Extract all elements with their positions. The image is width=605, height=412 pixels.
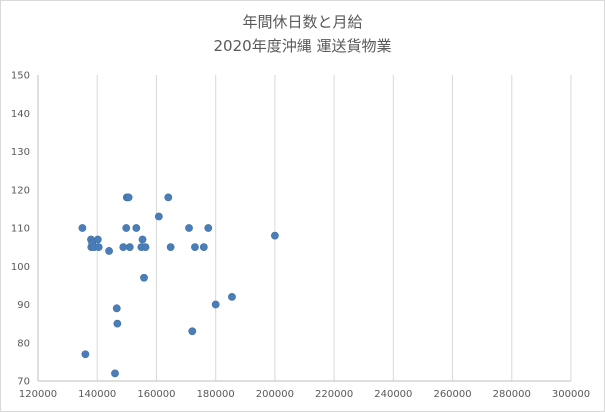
data-point bbox=[124, 193, 133, 202]
y-tick-label: 70 bbox=[17, 377, 30, 388]
data-point bbox=[141, 243, 150, 252]
y-tick-label: 90 bbox=[17, 300, 30, 311]
y-tick-label: 130 bbox=[11, 147, 30, 158]
data-point bbox=[94, 243, 103, 252]
x-tick-label: 280000 bbox=[493, 389, 531, 400]
y-tick-label: 100 bbox=[11, 262, 30, 273]
data-point bbox=[112, 304, 121, 313]
data-point bbox=[211, 300, 220, 309]
axes bbox=[37, 75, 571, 382]
data-points bbox=[78, 193, 279, 378]
x-tick-label: 300000 bbox=[552, 389, 590, 400]
x-tick-label: 140000 bbox=[78, 389, 116, 400]
data-point bbox=[204, 224, 213, 232]
data-point bbox=[166, 243, 175, 252]
y-tick-label: 150 bbox=[11, 71, 30, 82]
data-point bbox=[105, 247, 113, 255]
chart-title: 年間休日数と月給 bbox=[242, 13, 363, 31]
data-point bbox=[191, 243, 199, 252]
x-tick-label: 260000 bbox=[433, 389, 471, 400]
data-point bbox=[164, 193, 173, 202]
x-tick-label: 240000 bbox=[374, 389, 412, 400]
x-tick-label: 160000 bbox=[137, 389, 175, 400]
data-point bbox=[154, 212, 163, 221]
y-tick-label: 80 bbox=[17, 338, 30, 349]
data-point bbox=[122, 224, 131, 232]
y-tick-label: 140 bbox=[11, 109, 30, 120]
x-tick-label: 220000 bbox=[315, 389, 353, 400]
data-point bbox=[81, 350, 90, 359]
data-point bbox=[111, 369, 119, 378]
data-point bbox=[132, 224, 141, 232]
data-point bbox=[270, 231, 279, 240]
x-tick-label: 120000 bbox=[19, 389, 57, 400]
y-tick-labels: 70 80 90 100 110 120 130 140 150 bbox=[11, 71, 30, 388]
data-point bbox=[228, 292, 236, 301]
data-point bbox=[125, 243, 134, 252]
data-point bbox=[113, 319, 122, 328]
data-point bbox=[93, 235, 102, 244]
chart-subtitle: 2020年度沖縄 運送貨物業 bbox=[213, 37, 392, 55]
data-point bbox=[78, 224, 87, 232]
data-point bbox=[119, 243, 128, 252]
x-tick-label: 200000 bbox=[256, 389, 294, 400]
y-tick-label: 120 bbox=[11, 185, 30, 196]
data-point bbox=[188, 327, 197, 336]
data-point bbox=[185, 224, 193, 232]
gridlines bbox=[96, 75, 572, 381]
data-point bbox=[199, 243, 208, 252]
x-tick-label: 180000 bbox=[197, 389, 235, 400]
x-tick-labels: 120000 140000 160000 180000 200000 220000 2400… bbox=[19, 389, 590, 400]
y-tick-label: 110 bbox=[11, 224, 30, 235]
data-point bbox=[140, 273, 148, 282]
data-point bbox=[138, 235, 147, 244]
